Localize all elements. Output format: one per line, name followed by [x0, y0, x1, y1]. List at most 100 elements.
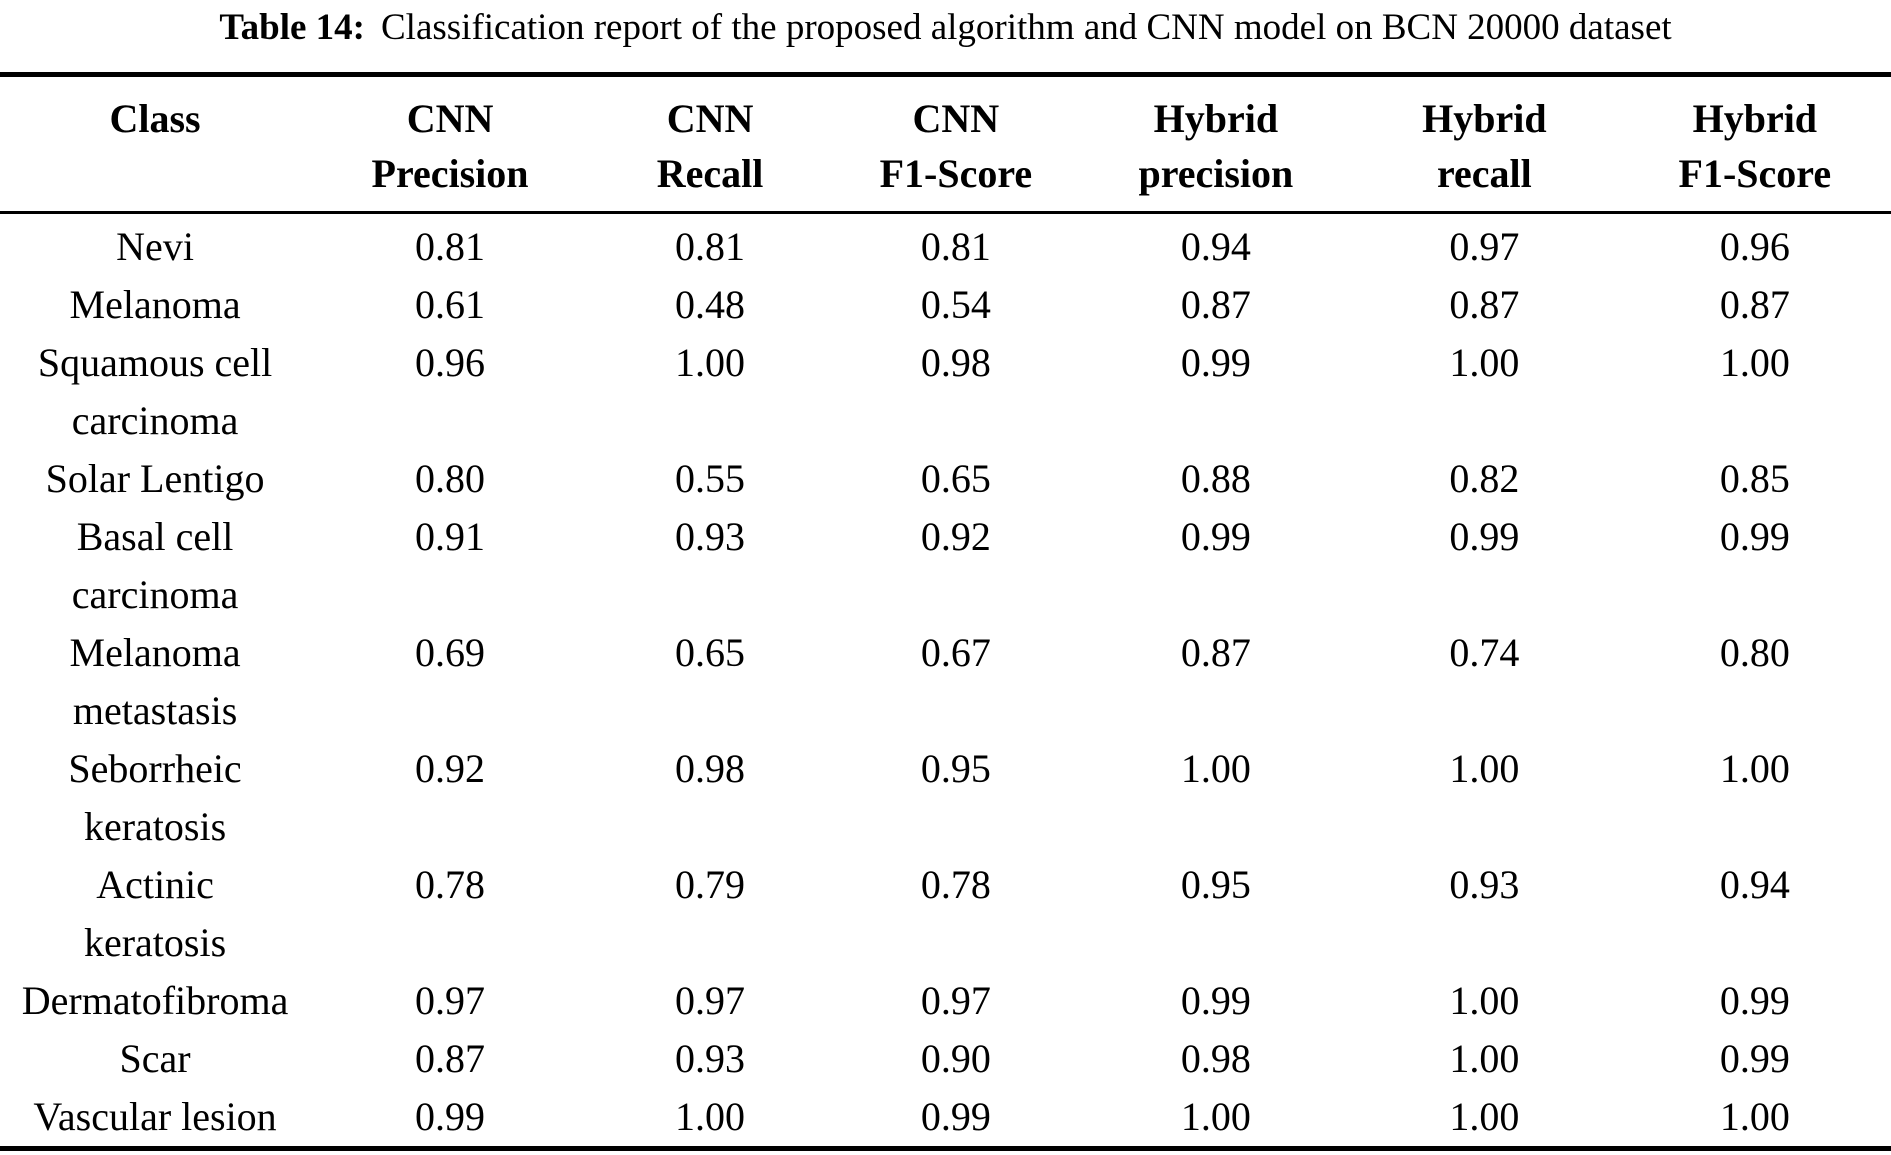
- metric-cell: 0.67: [920, 630, 991, 675]
- metric-cell: 0.87: [1449, 282, 1520, 327]
- class-name-cell: Nevi: [116, 224, 194, 269]
- table-row: Seborrheic keratosis 0.92 0.98 0.95 1.00 1.00…: [0, 740, 1891, 856]
- table-body: Nevi 0.81 0.81 0.81 0.94 0.97 0.96 Melanoma 0.61…: [0, 213, 1891, 1149]
- column-header-4: Hybrid precision: [1081, 74, 1351, 214]
- metric-cell: 0.99: [1180, 978, 1251, 1023]
- metric-cell: 0.95: [920, 746, 991, 791]
- class-name-cell: Melanoma: [69, 282, 241, 327]
- metric-cell: 0.61: [415, 282, 486, 327]
- metric-cell: 0.98: [920, 340, 991, 385]
- metric-cell: 0.87: [415, 1036, 486, 1081]
- metric-cell: 0.87: [1719, 282, 1790, 327]
- metric-cell: 0.79: [675, 862, 746, 907]
- metric-cell: 1.00: [675, 1094, 746, 1139]
- column-header-6: Hybrid F1-Score: [1618, 74, 1891, 214]
- metric-cell: 0.95: [1180, 862, 1251, 907]
- metric-cell: 0.97: [1449, 224, 1520, 269]
- table-row: Melanoma metastasis 0.69 0.65 0.67 0.87 0.74 0…: [0, 624, 1891, 740]
- metric-cell: 0.81: [675, 224, 746, 269]
- metric-cell: 0.93: [675, 514, 746, 559]
- metric-cell: 0.92: [415, 746, 486, 791]
- metric-cell: 1.00: [1719, 746, 1790, 791]
- class-name-cell: Actinic keratosis: [83, 862, 227, 965]
- metric-cell: 0.93: [675, 1036, 746, 1081]
- table-row: Dermatofibroma 0.97 0.97 0.97 0.99 1.00 0.99: [0, 972, 1891, 1030]
- column-header-2: CNN Recall: [589, 74, 831, 214]
- metric-cell: 1.00: [1180, 1094, 1251, 1139]
- metric-cell: 0.78: [415, 862, 486, 907]
- metric-cell: 0.99: [1180, 340, 1251, 385]
- metric-cell: 0.91: [415, 514, 486, 559]
- class-name-cell: Dermatofibroma: [21, 978, 289, 1023]
- metric-cell: 1.00: [1719, 1094, 1790, 1139]
- metric-cell: 0.65: [675, 630, 746, 675]
- metric-cell: 1.00: [1719, 340, 1790, 385]
- metric-cell: 0.97: [415, 978, 486, 1023]
- metric-cell: 0.96: [415, 340, 486, 385]
- metric-cell: 1.00: [1449, 1036, 1520, 1081]
- table-row: Squamous cell carcinoma 0.96 1.00 0.98 0.99 1…: [0, 334, 1891, 450]
- metric-cell: 0.96: [1719, 224, 1790, 269]
- metric-cell: 0.98: [675, 746, 746, 791]
- class-name-cell: Seborrheic keratosis: [68, 746, 242, 849]
- metric-cell: 0.97: [920, 978, 991, 1023]
- table-row: Vascular lesion 0.99 1.00 0.99 1.00 1.00 1.00: [0, 1088, 1891, 1149]
- class-name-cell: Solar Lentigo: [45, 456, 265, 501]
- metric-cell: 0.69: [415, 630, 486, 675]
- metric-cell: 0.82: [1449, 456, 1520, 501]
- metric-cell: 0.93: [1449, 862, 1520, 907]
- metric-cell: 0.87: [1180, 630, 1251, 675]
- column-header-5: Hybrid recall: [1350, 74, 1619, 214]
- caption-text: Classification report of the proposed al…: [380, 7, 1672, 48]
- metric-cell: 1.00: [675, 340, 746, 385]
- metric-cell: 0.99: [920, 1094, 991, 1139]
- metric-cell: 0.99: [1449, 514, 1520, 559]
- metric-cell: 0.94: [1180, 224, 1251, 269]
- column-header-1: CNN Precision: [310, 74, 590, 214]
- metric-cell: 1.00: [1449, 978, 1520, 1023]
- table-row: Basal cell carcinoma 0.91 0.93 0.92 0.99 0.99…: [0, 508, 1891, 624]
- table-caption: Table 14: Classification report of the pr…: [0, 0, 1891, 50]
- metric-cell: 0.99: [1719, 514, 1790, 559]
- metric-cell: 1.00: [1449, 340, 1520, 385]
- table-row: Melanoma 0.61 0.48 0.54 0.87 0.87 0.87: [0, 276, 1891, 334]
- metric-cell: 0.99: [415, 1094, 486, 1139]
- metric-cell: 0.94: [1719, 862, 1790, 907]
- column-header-3: CNN F1-Score: [830, 74, 1082, 214]
- metric-cell: 0.90: [920, 1036, 991, 1081]
- metric-cell: 0.99: [1719, 978, 1790, 1023]
- metric-cell: 0.74: [1449, 630, 1520, 675]
- metric-cell: 1.00: [1449, 746, 1520, 791]
- class-name-cell: Vascular lesion: [33, 1094, 277, 1139]
- metric-cell: 0.80: [415, 456, 486, 501]
- header-row: Class CNN Precision CNN Recall CNN F1-Score…: [0, 74, 1891, 214]
- metric-cell: 0.87: [1180, 282, 1251, 327]
- class-name-cell: Basal cell carcinoma: [71, 514, 239, 617]
- metric-cell: 0.81: [415, 224, 486, 269]
- metric-cell: 0.92: [920, 514, 991, 559]
- metric-cell: 0.98: [1180, 1036, 1251, 1081]
- metric-cell: 1.00: [1180, 746, 1251, 791]
- metric-cell: 1.00: [1449, 1094, 1520, 1139]
- class-name-cell: Scar: [119, 1036, 191, 1081]
- metric-cell: 0.85: [1719, 456, 1790, 501]
- table-row: Nevi 0.81 0.81 0.81 0.94 0.97 0.96: [0, 213, 1891, 277]
- class-name-cell: Squamous cell carcinoma: [37, 340, 273, 443]
- metric-cell: 0.65: [920, 456, 991, 501]
- metric-cell: 0.81: [920, 224, 991, 269]
- metric-cell: 0.99: [1180, 514, 1251, 559]
- caption-label: Table 14:: [219, 7, 365, 48]
- class-name-cell: Melanoma metastasis: [69, 630, 241, 733]
- metric-cell: 0.48: [675, 282, 746, 327]
- table-header: Class CNN Precision CNN Recall CNN F1-Score…: [0, 74, 1891, 214]
- metric-cell: 0.54: [920, 282, 991, 327]
- metric-cell: 0.55: [675, 456, 746, 501]
- table-row: Actinic keratosis 0.78 0.79 0.78 0.95 0.93 0.9…: [0, 856, 1891, 972]
- classification-report-table: Class CNN Precision CNN Recall CNN F1-Score…: [0, 72, 1891, 1151]
- column-header-0: Class: [0, 74, 311, 214]
- metric-cell: 0.88: [1180, 456, 1251, 501]
- table-row: Scar 0.87 0.93 0.90 0.98 1.00 0.99: [0, 1030, 1891, 1088]
- metric-cell: 0.99: [1719, 1036, 1790, 1081]
- table-row: Solar Lentigo 0.80 0.55 0.65 0.88 0.82 0.85: [0, 450, 1891, 508]
